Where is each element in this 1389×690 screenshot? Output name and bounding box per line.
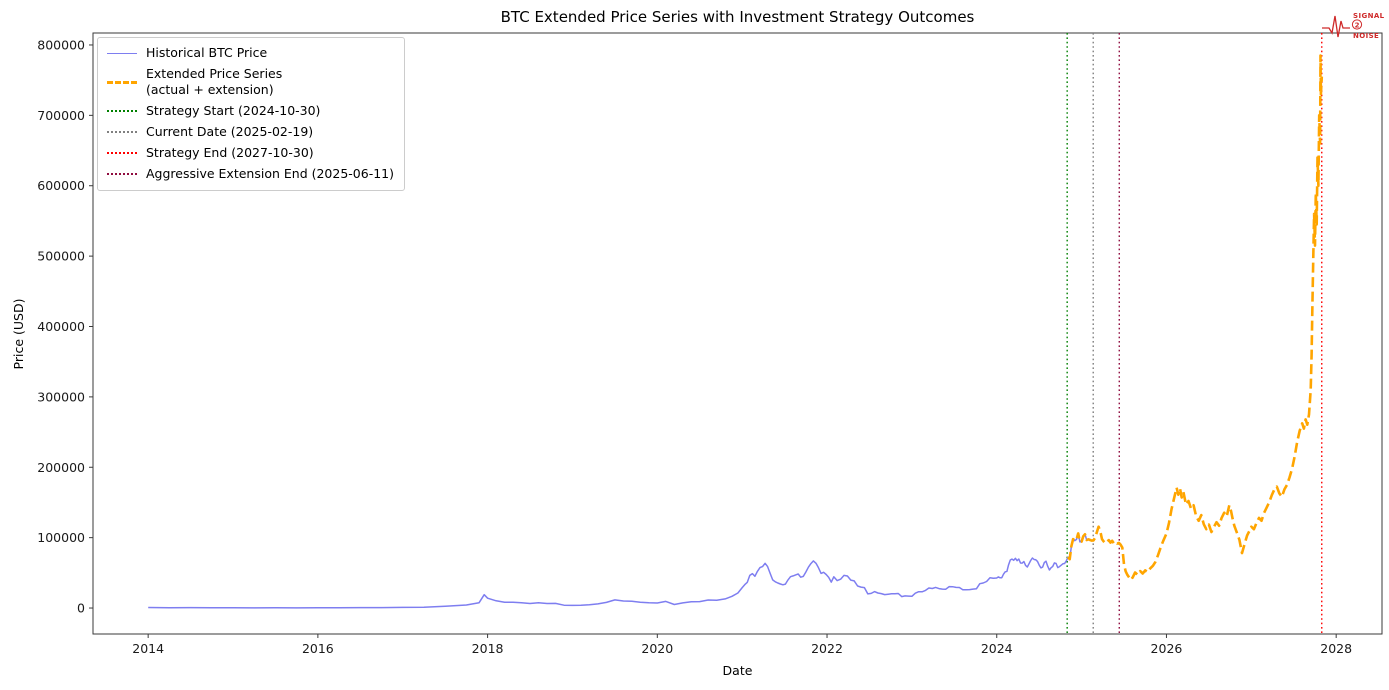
y-tick-label: 500000 bbox=[37, 249, 85, 264]
waveform-icon bbox=[1322, 15, 1350, 38]
legend-label: Aggressive Extension End (2025-06-11) bbox=[146, 166, 394, 181]
legend-label: Strategy End (2027-10-30) bbox=[146, 145, 314, 160]
logo-text-2: 2 bbox=[1355, 21, 1360, 29]
y-tick-label: 800000 bbox=[37, 37, 85, 52]
dashed-line-swatch bbox=[107, 80, 137, 84]
dotted-line-swatch bbox=[107, 152, 137, 154]
solid-line-swatch bbox=[107, 52, 137, 54]
logo-text-noise: NOISE bbox=[1353, 32, 1379, 40]
legend-entry: Historical BTC Price bbox=[107, 45, 394, 61]
y-tick-label: 100000 bbox=[37, 530, 85, 545]
signal2noise-logo: SIGNAL 2 NOISE bbox=[1322, 12, 1385, 40]
y-tick-label: 700000 bbox=[37, 108, 85, 123]
series-historical bbox=[148, 532, 1094, 609]
dotted-line-swatch bbox=[107, 110, 137, 112]
legend-label: Historical BTC Price bbox=[146, 45, 268, 60]
x-tick-label: 2018 bbox=[472, 641, 504, 656]
legend-entry: Extended Price Series (actual + extensio… bbox=[107, 66, 394, 98]
y-tick-label: 400000 bbox=[37, 319, 85, 334]
y-tick-label: 200000 bbox=[37, 460, 85, 475]
x-tick-label: 2028 bbox=[1320, 641, 1352, 656]
chart-legend: Historical BTC Price Extended Price Serie… bbox=[97, 37, 405, 191]
x-tick-label: 2024 bbox=[981, 641, 1013, 656]
y-tick-label: 0 bbox=[77, 601, 85, 616]
x-tick-label: 2022 bbox=[811, 641, 843, 656]
legend-label: Strategy Start (2024-10-30) bbox=[146, 103, 321, 118]
legend-label: Current Date (2025-02-19) bbox=[146, 124, 314, 139]
legend-label: Extended Price Series (actual + extensio… bbox=[146, 66, 283, 97]
series-extended bbox=[1066, 54, 1324, 580]
x-tick-label: 2026 bbox=[1151, 641, 1183, 656]
dotted-line-swatch bbox=[107, 131, 137, 133]
chart-title: BTC Extended Price Series with Investmen… bbox=[500, 8, 975, 26]
logo-circle bbox=[1351, 19, 1363, 30]
legend-entry: Current Date (2025-02-19) bbox=[107, 124, 394, 140]
legend-entry: Aggressive Extension End (2025-06-11) bbox=[107, 166, 394, 182]
dotted-line-swatch bbox=[107, 173, 137, 175]
y-axis-label: Price (USD) bbox=[11, 298, 26, 370]
x-tick-label: 2016 bbox=[302, 641, 334, 656]
x-axis-label: Date bbox=[722, 663, 753, 678]
plot-frame bbox=[92, 32, 1383, 635]
y-tick-label: 600000 bbox=[37, 178, 85, 193]
x-tick-label: 2014 bbox=[132, 641, 164, 656]
legend-entry: Strategy Start (2024-10-30) bbox=[107, 103, 394, 119]
y-tick-label: 300000 bbox=[37, 389, 85, 404]
logo-text-signal: SIGNAL bbox=[1353, 12, 1385, 20]
x-tick-label: 2020 bbox=[641, 641, 673, 656]
legend-entry: Strategy End (2027-10-30) bbox=[107, 145, 394, 161]
